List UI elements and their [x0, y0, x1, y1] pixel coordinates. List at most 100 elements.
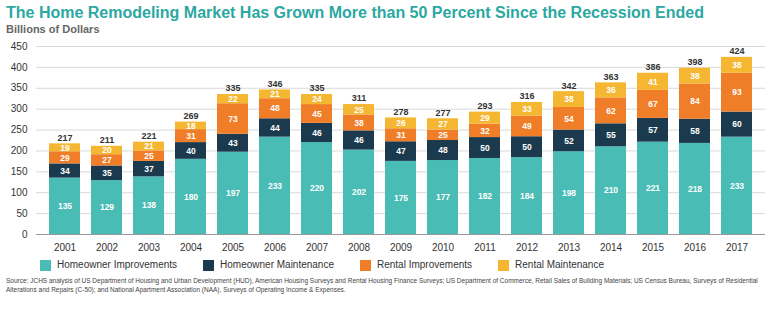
svg-text:60: 60 [732, 119, 742, 129]
svg-text:2001: 2001 [54, 242, 77, 253]
svg-text:44: 44 [270, 123, 280, 133]
svg-text:41: 41 [648, 77, 658, 87]
svg-text:221: 221 [646, 183, 660, 193]
svg-text:198: 198 [562, 188, 576, 198]
svg-text:2011: 2011 [474, 242, 496, 253]
svg-text:184: 184 [520, 191, 534, 201]
svg-text:311: 311 [352, 93, 367, 103]
svg-text:2013: 2013 [558, 242, 581, 253]
svg-text:34: 34 [60, 166, 70, 176]
svg-text:29: 29 [480, 113, 490, 123]
svg-text:2004: 2004 [180, 242, 203, 253]
svg-text:335: 335 [225, 83, 240, 93]
svg-text:2006: 2006 [264, 242, 287, 253]
svg-text:24: 24 [312, 94, 322, 104]
svg-text:135: 135 [58, 201, 72, 211]
svg-text:2005: 2005 [222, 242, 245, 253]
svg-text:200: 200 [11, 145, 28, 156]
svg-text:49: 49 [522, 121, 532, 131]
svg-text:35: 35 [102, 168, 112, 178]
svg-text:48: 48 [270, 103, 280, 113]
svg-text:47: 47 [396, 146, 406, 156]
svg-text:2007: 2007 [306, 242, 329, 253]
svg-text:2016: 2016 [684, 242, 707, 253]
svg-text:150: 150 [11, 166, 28, 177]
svg-text:43: 43 [228, 138, 238, 148]
svg-text:350: 350 [11, 82, 28, 93]
svg-text:18: 18 [186, 121, 196, 131]
svg-text:450: 450 [11, 41, 28, 52]
svg-text:26: 26 [396, 118, 406, 128]
svg-text:2012: 2012 [516, 242, 539, 253]
svg-text:363: 363 [603, 72, 618, 82]
svg-text:22: 22 [228, 94, 238, 104]
svg-text:25: 25 [438, 130, 448, 140]
svg-text:182: 182 [478, 191, 492, 201]
svg-text:2008: 2008 [348, 242, 371, 253]
svg-text:2017: 2017 [726, 242, 749, 253]
svg-text:31: 31 [186, 131, 196, 141]
svg-text:221: 221 [141, 131, 156, 141]
svg-text:197: 197 [226, 188, 240, 198]
svg-text:277: 277 [435, 108, 450, 118]
svg-text:218: 218 [688, 184, 702, 194]
svg-text:424: 424 [729, 46, 744, 56]
svg-text:40: 40 [186, 146, 196, 156]
svg-text:175: 175 [394, 193, 408, 203]
svg-text:21: 21 [144, 141, 154, 151]
svg-text:50: 50 [480, 143, 490, 153]
svg-text:2014: 2014 [600, 242, 623, 253]
svg-text:400: 400 [11, 62, 28, 73]
svg-text:38: 38 [732, 60, 742, 70]
svg-text:38: 38 [564, 94, 574, 104]
svg-text:32: 32 [480, 126, 490, 136]
svg-text:27: 27 [102, 155, 112, 165]
svg-text:84: 84 [690, 96, 700, 106]
svg-text:93: 93 [732, 87, 742, 97]
svg-text:138: 138 [142, 200, 156, 210]
svg-text:54: 54 [564, 113, 574, 123]
svg-text:46: 46 [354, 135, 364, 145]
svg-text:278: 278 [393, 107, 408, 117]
svg-text:33: 33 [522, 104, 532, 114]
svg-text:67: 67 [648, 99, 658, 109]
svg-text:316: 316 [519, 91, 534, 101]
svg-text:50: 50 [16, 208, 28, 219]
svg-text:31: 31 [396, 130, 406, 140]
svg-text:58: 58 [690, 126, 700, 136]
svg-text:346: 346 [267, 79, 282, 89]
svg-text:36: 36 [606, 85, 616, 95]
svg-text:300: 300 [11, 103, 28, 114]
svg-text:2010: 2010 [432, 242, 455, 253]
svg-text:2003: 2003 [138, 242, 161, 253]
svg-text:180: 180 [184, 192, 198, 202]
svg-text:269: 269 [183, 111, 198, 121]
svg-text:37: 37 [144, 164, 154, 174]
svg-text:217: 217 [57, 133, 72, 143]
svg-text:293: 293 [477, 101, 492, 111]
svg-text:21: 21 [270, 89, 280, 99]
svg-text:20: 20 [102, 145, 112, 155]
svg-text:46: 46 [312, 128, 322, 138]
svg-text:38: 38 [354, 118, 364, 128]
svg-text:27: 27 [438, 119, 448, 129]
svg-text:45: 45 [312, 109, 322, 119]
svg-text:0: 0 [22, 229, 28, 240]
svg-text:386: 386 [645, 62, 660, 72]
svg-text:38: 38 [690, 71, 700, 81]
svg-text:335: 335 [309, 83, 324, 93]
svg-text:100: 100 [11, 187, 28, 198]
svg-text:19: 19 [60, 143, 70, 153]
svg-text:342: 342 [561, 81, 576, 91]
svg-text:52: 52 [564, 136, 574, 146]
svg-text:233: 233 [730, 181, 744, 191]
svg-text:25: 25 [144, 151, 154, 161]
svg-text:57: 57 [648, 125, 658, 135]
svg-text:62: 62 [606, 106, 616, 116]
svg-text:48: 48 [438, 145, 448, 155]
svg-text:211: 211 [100, 135, 115, 145]
svg-text:398: 398 [687, 57, 702, 67]
svg-text:177: 177 [436, 192, 450, 202]
svg-text:220: 220 [310, 183, 324, 193]
svg-text:2015: 2015 [642, 242, 665, 253]
